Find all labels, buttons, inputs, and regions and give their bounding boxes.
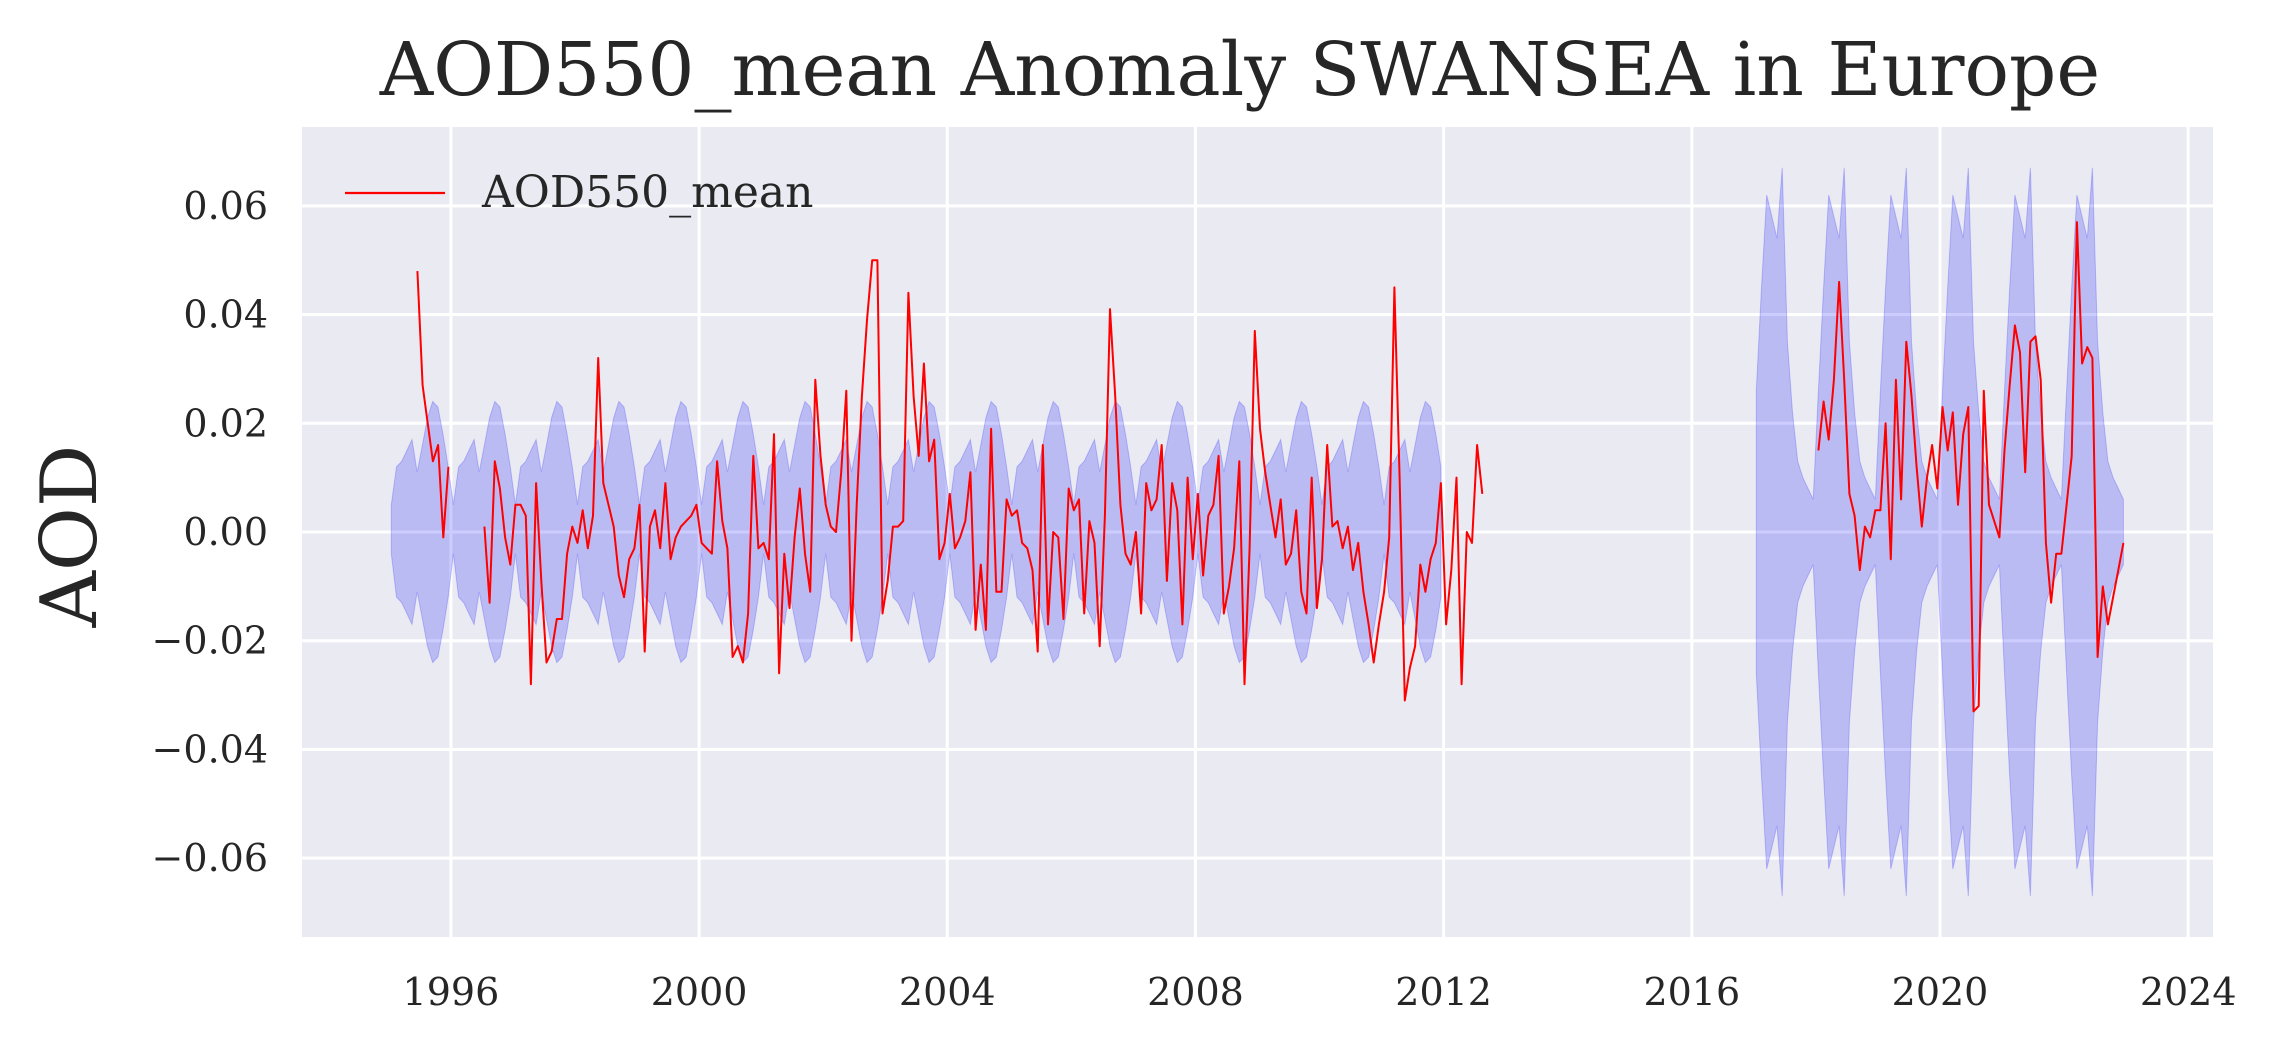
y-tick-label: 0.06 <box>183 184 268 228</box>
x-tick-label: 2012 <box>1395 970 1492 1014</box>
x-tick-label: 2016 <box>1643 970 1740 1014</box>
uncertainty-band <box>390 167 2124 897</box>
y-tick-label: −0.06 <box>152 836 268 880</box>
chart-title: AOD550_mean Anomaly SWANSEA in Europe <box>379 27 2100 113</box>
legend: AOD550_mean <box>345 167 813 218</box>
grid-lines <box>302 127 2213 937</box>
x-tick-label: 2000 <box>651 970 748 1014</box>
y-axis-label: AOD <box>25 445 115 629</box>
series-line-segment-2 <box>483 259 1484 702</box>
x-tick-label: 2020 <box>1892 970 1989 1014</box>
x-tick-label: 2008 <box>1147 970 1244 1014</box>
y-tick-label: 0.02 <box>183 401 268 445</box>
y-tick-label: −0.02 <box>152 619 268 663</box>
y-tick-labels: −0.06 −0.04 −0.02 0.00 0.02 0.04 0.06 <box>152 184 268 880</box>
y-tick-label: 0.00 <box>183 510 268 554</box>
y-tick-label: 0.04 <box>183 293 268 337</box>
x-tick-label: 1996 <box>403 970 500 1014</box>
x-tick-label: 2024 <box>2140 970 2237 1014</box>
anomaly-series <box>416 221 2125 713</box>
legend-label-aod550-mean: AOD550_mean <box>481 167 813 218</box>
series-line-segment-1 <box>416 271 450 539</box>
x-tick-labels: 1996 2000 2004 2008 2012 2016 2020 2024 <box>403 970 2237 1014</box>
series-line-segment-3 <box>1817 221 2125 713</box>
band-segment-2 <box>1755 167 2124 897</box>
y-tick-label: −0.04 <box>152 727 268 771</box>
x-tick-label: 2004 <box>899 970 996 1014</box>
